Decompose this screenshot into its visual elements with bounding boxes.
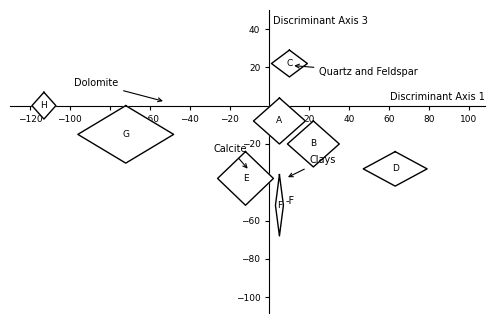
- Polygon shape: [288, 121, 340, 167]
- Polygon shape: [276, 175, 283, 236]
- Polygon shape: [218, 152, 274, 205]
- Polygon shape: [254, 98, 306, 144]
- Text: Calcite: Calcite: [214, 144, 247, 168]
- Polygon shape: [272, 50, 308, 77]
- Text: D: D: [392, 164, 398, 173]
- Polygon shape: [32, 92, 56, 119]
- Text: Quartz and Feldspar: Quartz and Feldspar: [296, 64, 418, 77]
- Text: B: B: [310, 139, 316, 148]
- Text: H: H: [40, 101, 48, 110]
- Text: Discriminant Axis 1: Discriminant Axis 1: [390, 92, 485, 102]
- Text: A: A: [276, 116, 282, 125]
- Text: Dolomite: Dolomite: [74, 79, 162, 102]
- Text: G: G: [122, 130, 130, 139]
- Text: Discriminant Axis 3: Discriminant Axis 3: [274, 15, 368, 26]
- Polygon shape: [364, 152, 427, 186]
- Text: -F: -F: [286, 196, 294, 206]
- Text: C: C: [286, 59, 292, 68]
- Text: E: E: [242, 174, 248, 183]
- Text: F: F: [277, 201, 282, 210]
- Text: Clays: Clays: [289, 155, 336, 177]
- Polygon shape: [78, 106, 174, 163]
